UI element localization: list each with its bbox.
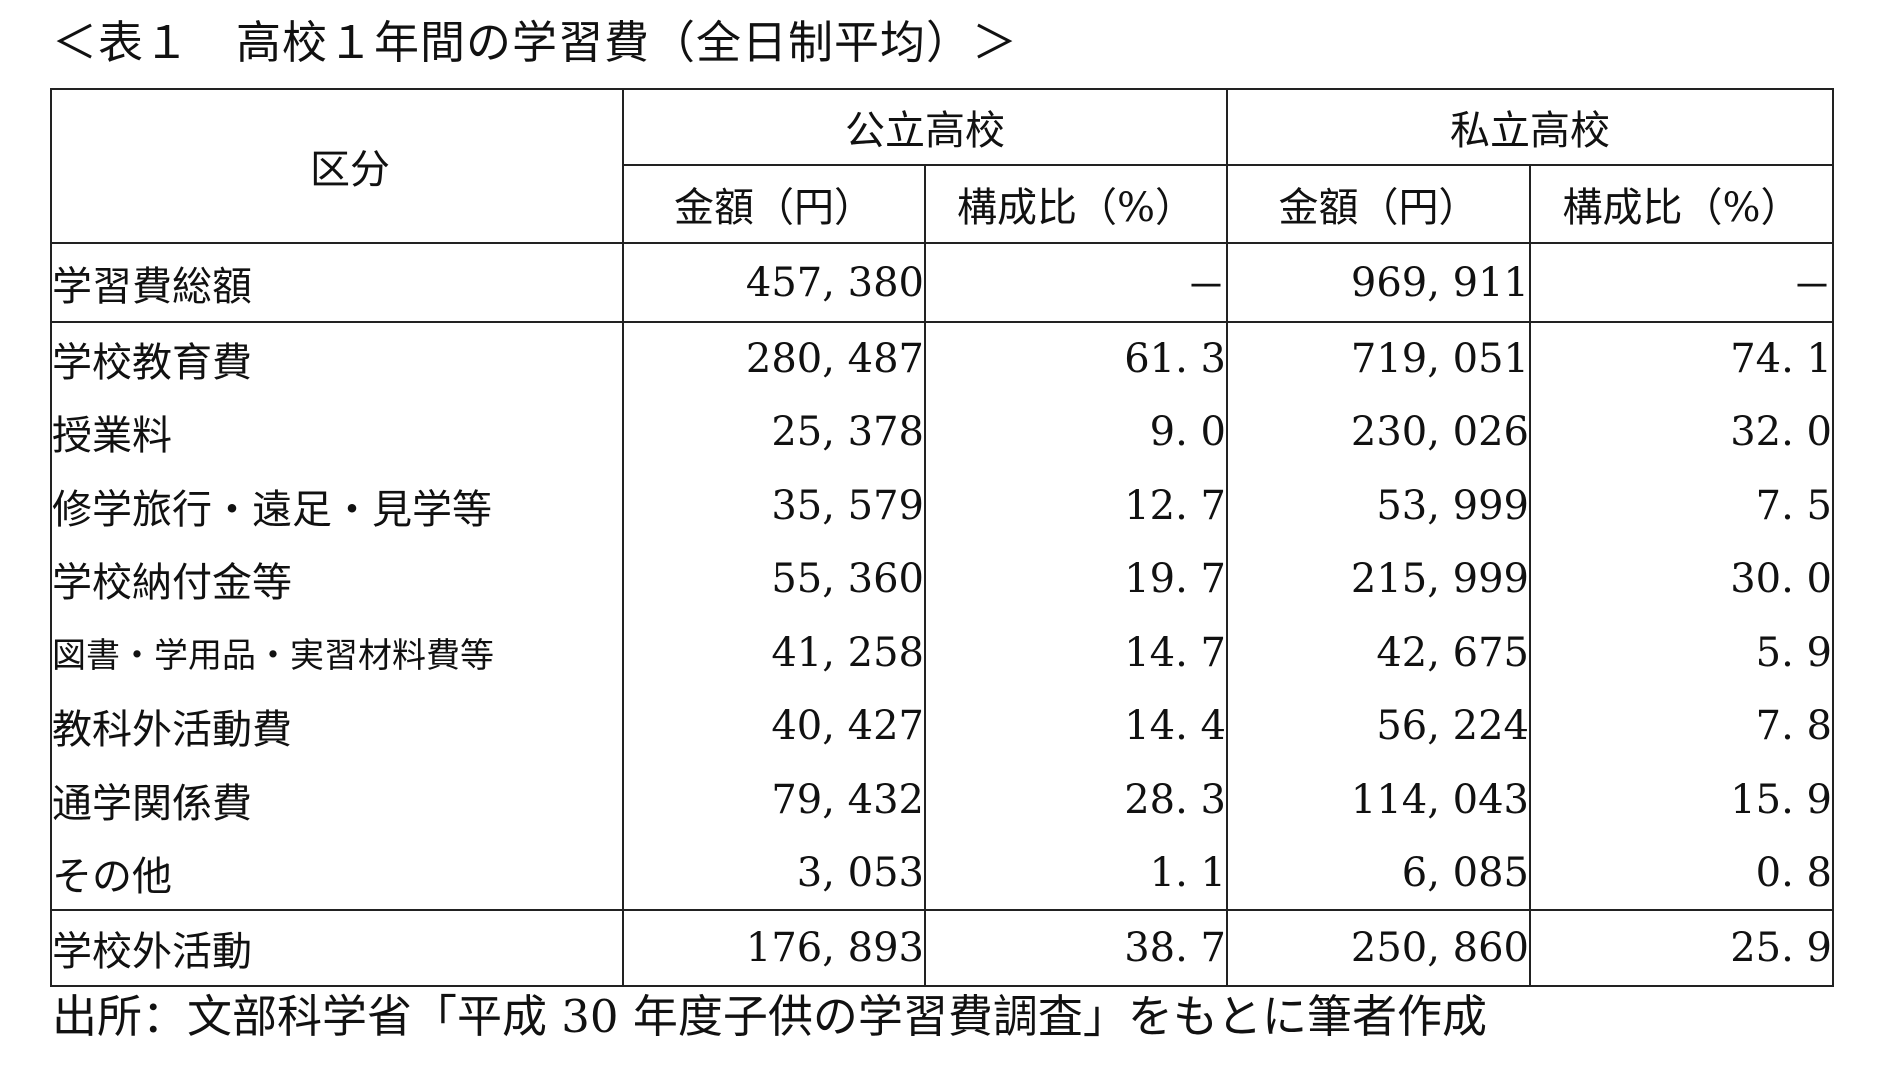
cell-private-amount: 719, 051: [1226, 322, 1531, 396]
cell-private-amount: 215, 999: [1226, 542, 1531, 616]
header-public-amount: 金額（円）: [622, 164, 926, 244]
cell-private-amount: 114, 043: [1226, 763, 1531, 837]
table-row: 授業料 25, 378 9. 0 230, 026 32. 0: [50, 395, 1834, 469]
cell-private-amount: 250, 860: [1226, 909, 1531, 987]
row-label: 通学関係費: [50, 763, 624, 837]
cell-public-amount: 280, 487: [622, 322, 926, 396]
cell-private-amount: 53, 999: [1226, 469, 1531, 543]
header-row-2: 金額（円） 構成比（%） 金額（円） 構成比（%）: [51, 164, 1834, 244]
cell-private-ratio: 25. 9: [1529, 909, 1834, 987]
cell-public-amount: 41, 258: [622, 616, 926, 690]
row-label: 学校納付金等: [50, 542, 624, 616]
source-note: 出所：文部科学省「平成 30 年度子供の学習費調査」をもとに筆者作成: [52, 990, 1487, 1043]
cell-private-ratio: 30. 0: [1529, 542, 1834, 616]
header-private-amount: 金額（円）: [1226, 164, 1531, 244]
cell-public-amount: 457, 380: [622, 243, 926, 323]
row-label: 図書・学用品・実習材料費等: [50, 616, 624, 690]
row-label: 授業料: [50, 395, 624, 469]
header-public-school: 公立高校: [622, 88, 1228, 166]
cell-private-amount: 969, 911: [1226, 243, 1531, 323]
cell-public-amount: 79, 432: [622, 763, 926, 837]
row-label: その他: [50, 836, 624, 910]
cell-private-amount: 42, 675: [1226, 616, 1531, 690]
cell-private-amount: 6, 085: [1226, 836, 1531, 910]
table-row: 学校教育費 280, 487 61. 3 719, 051 74. 1: [50, 322, 1834, 396]
header-public-ratio: 構成比（%）: [924, 164, 1228, 244]
table-row: 修学旅行・遠足・見学等 35, 579 12. 7 53, 999 7. 5: [50, 469, 1834, 543]
cell-public-amount: 25, 378: [622, 395, 926, 469]
cell-public-amount: 55, 360: [622, 542, 926, 616]
cell-public-ratio: 61. 3: [924, 322, 1228, 396]
table-row: 通学関係費 79, 432 28. 3 114, 043 15. 9: [50, 763, 1834, 837]
cell-private-ratio: －: [1529, 243, 1834, 323]
cell-public-ratio: －: [924, 243, 1228, 323]
row-label: 学校外活動: [50, 909, 624, 987]
cell-public-ratio: 12. 7: [924, 469, 1228, 543]
expense-table: 区分 公立高校 私立高校 金額（円） 構成比（%） 金額（円） 構成比（%） 学…: [50, 88, 1834, 987]
cell-private-ratio: 7. 5: [1529, 469, 1834, 543]
cell-public-ratio: 9. 0: [924, 395, 1228, 469]
cell-private-ratio: 74. 1: [1529, 322, 1834, 396]
header-private-ratio: 構成比（%）: [1529, 164, 1834, 244]
cell-private-amount: 56, 224: [1226, 689, 1531, 763]
cell-private-ratio: 15. 9: [1529, 763, 1834, 837]
cell-private-ratio: 5. 9: [1529, 616, 1834, 690]
table-row: 学校納付金等 55, 360 19. 7 215, 999 30. 0: [50, 542, 1834, 616]
row-label: 学習費総額: [50, 243, 624, 323]
cell-private-amount: 230, 026: [1226, 395, 1531, 469]
cell-public-ratio: 14. 7: [924, 616, 1228, 690]
table-row-outside-activities: 学校外活動 176, 893 38. 7 250, 860 25. 9: [50, 909, 1834, 987]
row-label: 学校教育費: [50, 322, 624, 396]
cell-public-amount: 3, 053: [622, 836, 926, 910]
header-private-school: 私立高校: [1226, 88, 1834, 166]
cell-private-ratio: 7. 8: [1529, 689, 1834, 763]
cell-public-amount: 176, 893: [622, 909, 926, 987]
table-title: ＜表１ 高校１年間の学習費（全日制平均）＞: [52, 16, 1019, 69]
table-row-total: 学習費総額 457, 380 － 969, 911 －: [50, 243, 1834, 323]
cell-public-amount: 40, 427: [622, 689, 926, 763]
cell-public-amount: 35, 579: [622, 469, 926, 543]
table-row: 図書・学用品・実習材料費等 41, 258 14. 7 42, 675 5. 9: [50, 616, 1834, 690]
header-row-1: 区分 公立高校 私立高校: [50, 88, 1834, 244]
row-label: 教科外活動費: [50, 689, 624, 763]
cell-public-ratio: 28. 3: [924, 763, 1228, 837]
header-kubun: 区分: [50, 88, 624, 244]
cell-public-ratio: 1. 1: [924, 836, 1228, 910]
table-row: その他 3, 053 1. 1 6, 085 0. 8: [50, 836, 1834, 910]
row-label: 修学旅行・遠足・見学等: [50, 469, 624, 543]
cell-private-ratio: 0. 8: [1529, 836, 1834, 910]
cell-private-ratio: 32. 0: [1529, 395, 1834, 469]
table-row: 教科外活動費 40, 427 14. 4 56, 224 7. 8: [50, 689, 1834, 763]
cell-public-ratio: 38. 7: [924, 909, 1228, 987]
cell-public-ratio: 14. 4: [924, 689, 1228, 763]
cell-public-ratio: 19. 7: [924, 542, 1228, 616]
